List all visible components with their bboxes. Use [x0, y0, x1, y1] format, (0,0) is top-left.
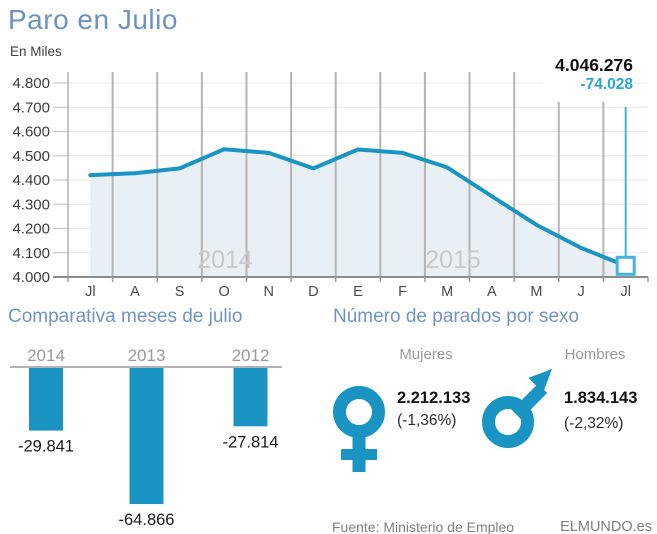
y-tick-label: 4.600 — [12, 124, 50, 141]
bar-value-label: -64.866 — [119, 511, 175, 529]
y-tick-label: 4.100 — [12, 245, 50, 262]
y-tick-label: 4.200 — [12, 221, 50, 238]
female-stats: 2.212.133 (-1,36%) — [397, 388, 470, 430]
bar-year-label: 2014 — [27, 346, 65, 365]
y-tick-label: 4.400 — [12, 172, 50, 189]
male-value: 1.834.143 — [564, 389, 638, 407]
last-value: 4.046.276 — [555, 55, 633, 75]
area-fill — [90, 149, 626, 277]
unemployment-line — [88, 147, 628, 268]
bar — [129, 368, 164, 504]
section-title-bars: Comparativa meses de julio — [8, 306, 243, 327]
july-comparison-bar-chart: 2014 -29.841 2013 -64.866 2012 -27.814 — [10, 346, 282, 529]
unemployment-line-chart: 4.800 4.700 4.600 4.500 4.400 4.300 4.200 4.100… — [12, 72, 649, 300]
bar — [233, 368, 268, 427]
year-watermark: 2015 — [425, 246, 481, 274]
y-tick-label: 4.800 — [12, 75, 50, 92]
male-icon — [482, 369, 552, 448]
male-group-label: Hombres — [564, 346, 626, 363]
brand-credit: ELMUNDO.es — [560, 519, 652, 534]
bar-value-label: -29.841 — [18, 438, 74, 456]
female-delta: (-1,36%) — [397, 412, 457, 429]
section-title-sexo: Número de parados por sexo — [333, 306, 580, 327]
month-label: Jl — [85, 284, 95, 300]
month-label: O — [219, 284, 230, 300]
female-group-label: Mujeres — [399, 346, 453, 363]
male-stats: 1.834.143 (-2,32%) — [564, 388, 637, 433]
month-label: A — [487, 284, 497, 300]
last-point-marker — [615, 255, 636, 276]
month-label: D — [308, 284, 318, 300]
month-label: N — [264, 284, 274, 300]
month-label: E — [353, 284, 363, 300]
last-value-annotation: 4.046.276 -74.028 — [543, 55, 633, 102]
y-tick-label: 4.000 — [12, 269, 50, 286]
bar-value-label: -27.814 — [223, 433, 279, 451]
month-label: S — [175, 284, 185, 300]
year-watermark: 2014 — [197, 246, 253, 274]
y-tick-label: 4.700 — [12, 99, 50, 116]
y-tick-label: 4.300 — [12, 196, 50, 213]
units-label: En Miles — [10, 44, 62, 59]
bar-year-label: 2013 — [128, 346, 166, 365]
bar — [29, 368, 63, 431]
male-delta: (-2,32%) — [564, 415, 624, 432]
page-title: Paro en Julio — [8, 4, 178, 35]
last-value-delta: -74.028 — [580, 76, 633, 93]
month-label: A — [130, 284, 140, 300]
month-label: J — [577, 284, 584, 300]
female-icon — [333, 386, 385, 472]
month-label: Jl — [620, 284, 630, 300]
y-tick-label: 4.500 — [12, 148, 50, 165]
month-label: F — [398, 284, 407, 300]
month-label: M — [441, 284, 453, 300]
month-label: M — [530, 284, 542, 300]
female-value: 2.212.133 — [397, 389, 471, 407]
source-credit: Fuente: Ministerio de Empleo — [332, 519, 515, 534]
bar-year-label: 2012 — [232, 346, 270, 365]
